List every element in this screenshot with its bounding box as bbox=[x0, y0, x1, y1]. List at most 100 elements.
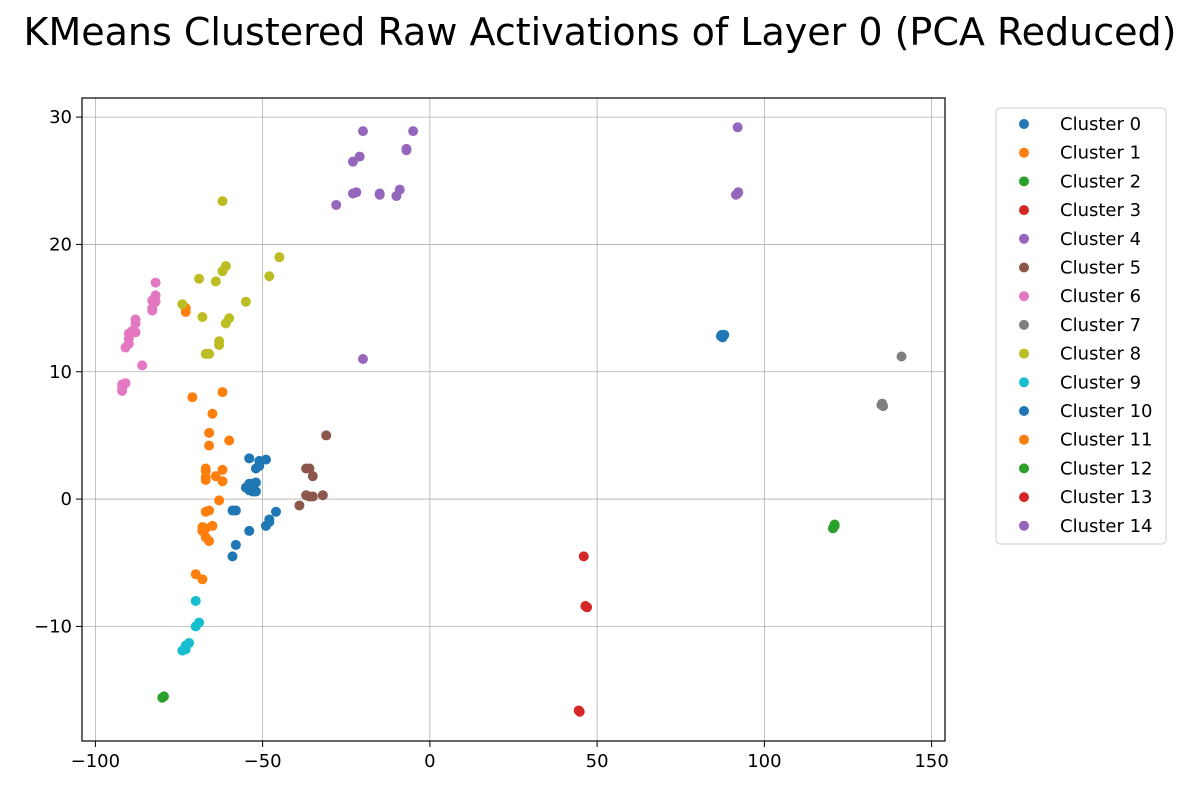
data-point-cluster-8 bbox=[240, 296, 251, 307]
data-point-cluster-8 bbox=[274, 252, 285, 263]
data-point-cluster-8 bbox=[217, 266, 228, 277]
data-point-cluster-7 bbox=[896, 351, 907, 362]
data-point-cluster-0 bbox=[244, 453, 255, 464]
legend-marker-cluster-2 bbox=[1019, 176, 1029, 187]
data-point-cluster-14 bbox=[732, 122, 743, 133]
data-point-cluster-0 bbox=[244, 525, 255, 536]
legend-label-cluster-11: Cluster 11 bbox=[1060, 430, 1153, 451]
data-point-cluster-4 bbox=[347, 188, 358, 199]
data-point-cluster-4 bbox=[347, 156, 358, 167]
data-point-cluster-8 bbox=[220, 318, 231, 329]
legend-label-cluster-10: Cluster 10 bbox=[1060, 401, 1153, 422]
legend-marker-cluster-3 bbox=[1019, 205, 1029, 216]
legend-marker-cluster-11 bbox=[1019, 434, 1029, 445]
data-point-cluster-1 bbox=[197, 574, 208, 585]
data-point-cluster-1 bbox=[207, 408, 218, 419]
legend-marker-cluster-8 bbox=[1019, 348, 1029, 359]
data-point-cluster-8 bbox=[217, 196, 228, 207]
data-point-cluster-1 bbox=[224, 435, 235, 446]
data-point-cluster-14 bbox=[733, 187, 744, 198]
legend-marker-cluster-7 bbox=[1019, 319, 1029, 330]
data-point-cluster-5 bbox=[321, 430, 332, 441]
data-point-cluster-6 bbox=[130, 318, 141, 329]
y-tick-label: −10 bbox=[34, 616, 72, 637]
data-point-cluster-0 bbox=[264, 514, 275, 525]
legend-label-cluster-12: Cluster 12 bbox=[1060, 458, 1153, 479]
legend-marker-cluster-14 bbox=[1019, 520, 1029, 531]
data-point-cluster-5 bbox=[301, 490, 312, 501]
data-point-cluster-8 bbox=[214, 340, 225, 351]
data-point-cluster-10 bbox=[716, 329, 727, 340]
data-point-cluster-1 bbox=[217, 464, 228, 475]
data-point-cluster-9 bbox=[190, 621, 201, 632]
legend-marker-cluster-9 bbox=[1019, 377, 1029, 388]
x-tick-label: −100 bbox=[71, 751, 120, 772]
data-point-cluster-6 bbox=[120, 342, 131, 353]
data-point-cluster-2 bbox=[828, 522, 839, 533]
data-point-cluster-0 bbox=[227, 551, 238, 562]
legend-marker-cluster-5 bbox=[1019, 262, 1029, 273]
data-point-cluster-13 bbox=[574, 706, 585, 717]
data-point-cluster-12 bbox=[158, 691, 169, 702]
data-point-cluster-0 bbox=[230, 539, 241, 550]
legend-marker-cluster-1 bbox=[1019, 147, 1029, 158]
legend-label-cluster-6: Cluster 6 bbox=[1060, 286, 1141, 307]
data-point-cluster-0 bbox=[260, 454, 271, 465]
x-tick-label: −50 bbox=[244, 751, 282, 772]
legend-marker-cluster-0 bbox=[1019, 119, 1029, 129]
x-tick-label: 100 bbox=[747, 751, 781, 772]
x-tick-label: 150 bbox=[914, 751, 948, 772]
data-point-cluster-1 bbox=[200, 474, 211, 485]
data-point-cluster-1 bbox=[217, 387, 228, 398]
data-point-cluster-9 bbox=[180, 644, 191, 655]
data-point-cluster-4 bbox=[331, 199, 342, 210]
legend-label-cluster-8: Cluster 8 bbox=[1060, 344, 1141, 365]
data-point-cluster-4 bbox=[357, 126, 368, 137]
y-tick-label: 20 bbox=[49, 234, 72, 255]
legend-marker-cluster-6 bbox=[1019, 291, 1029, 302]
grid-lines bbox=[82, 98, 945, 741]
data-point-cluster-7 bbox=[877, 398, 888, 409]
data-point-cluster-1 bbox=[187, 392, 198, 403]
data-point-cluster-1 bbox=[214, 495, 225, 506]
data-points bbox=[117, 122, 907, 717]
data-point-cluster-8 bbox=[204, 348, 215, 359]
legend-label-cluster-9: Cluster 9 bbox=[1060, 372, 1141, 393]
data-point-cluster-1 bbox=[207, 520, 218, 531]
legend-label-cluster-14: Cluster 14 bbox=[1060, 516, 1153, 537]
data-point-cluster-5 bbox=[294, 500, 305, 511]
data-point-cluster-6 bbox=[147, 305, 158, 316]
data-point-cluster-5 bbox=[307, 471, 318, 482]
legend-label-cluster-3: Cluster 3 bbox=[1060, 200, 1141, 221]
data-point-cluster-3 bbox=[580, 601, 591, 612]
y-tick-label: 10 bbox=[49, 362, 72, 383]
legend-label-cluster-2: Cluster 2 bbox=[1060, 171, 1141, 192]
data-point-cluster-8 bbox=[177, 299, 188, 310]
data-point-cluster-8 bbox=[194, 273, 205, 284]
legend-marker-cluster-13 bbox=[1019, 492, 1029, 503]
data-point-cluster-5 bbox=[317, 490, 328, 501]
legend-frame bbox=[995, 107, 1167, 545]
data-point-cluster-9 bbox=[190, 595, 201, 606]
y-tick-label: 0 bbox=[61, 489, 72, 510]
data-point-cluster-8 bbox=[264, 271, 275, 282]
data-point-cluster-4 bbox=[357, 354, 368, 365]
x-tick-label: 50 bbox=[586, 751, 609, 772]
data-point-cluster-0 bbox=[254, 460, 265, 471]
legend-label-cluster-0: Cluster 0 bbox=[1060, 114, 1141, 135]
legend-marker-cluster-12 bbox=[1019, 463, 1029, 474]
data-point-cluster-0 bbox=[247, 478, 258, 489]
data-point-cluster-4 bbox=[391, 191, 402, 202]
data-point-cluster-6 bbox=[137, 360, 148, 371]
data-point-cluster-1 bbox=[217, 476, 228, 487]
legend-label-cluster-1: Cluster 1 bbox=[1060, 143, 1141, 164]
legend-label-cluster-7: Cluster 7 bbox=[1060, 315, 1141, 336]
data-point-cluster-1 bbox=[204, 440, 215, 451]
data-point-cluster-0 bbox=[271, 506, 282, 517]
data-point-cluster-4 bbox=[401, 145, 412, 156]
legend-label-cluster-13: Cluster 13 bbox=[1060, 487, 1153, 508]
data-point-cluster-4 bbox=[374, 189, 385, 200]
legend-label-cluster-4: Cluster 4 bbox=[1060, 229, 1141, 250]
